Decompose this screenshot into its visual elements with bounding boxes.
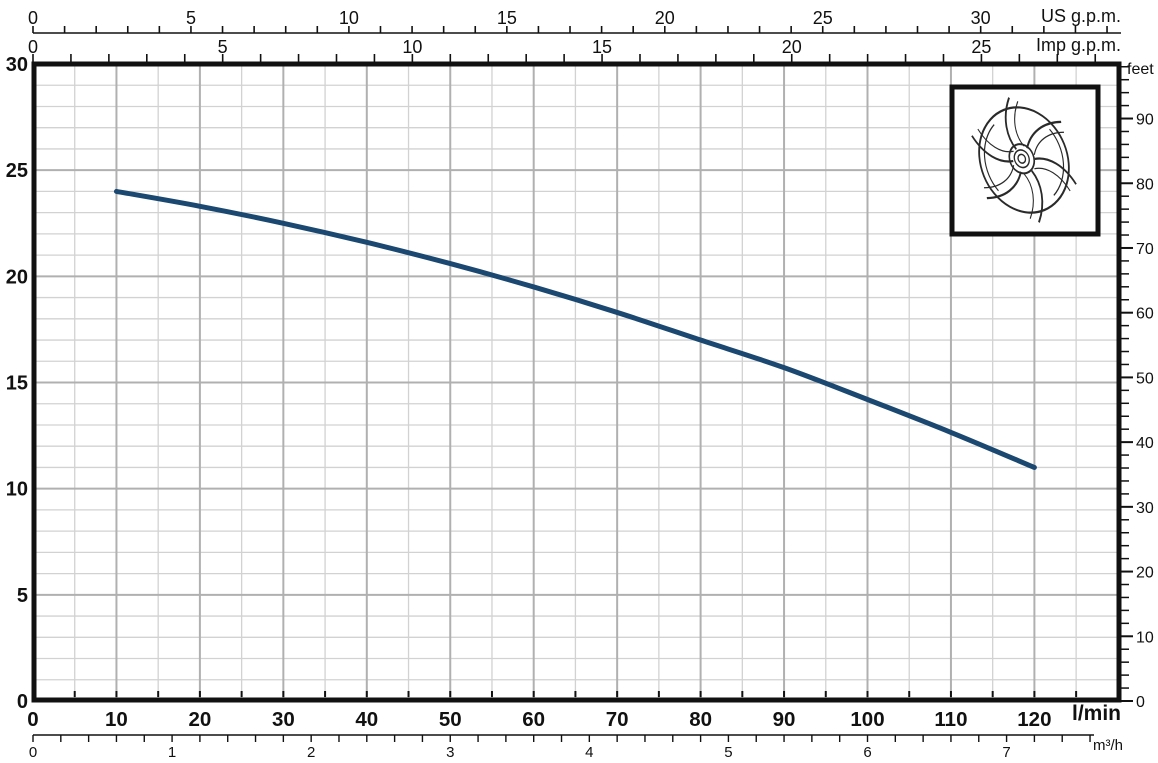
svg-text:3: 3 xyxy=(446,744,454,761)
imp-gpm-axis: 0 5 10 15 20 25 xyxy=(28,37,1097,62)
svg-text:10: 10 xyxy=(1136,629,1154,646)
svg-text:60: 60 xyxy=(1136,306,1154,323)
svg-text:20: 20 xyxy=(655,8,675,28)
svg-text:15: 15 xyxy=(497,8,517,28)
svg-text:7: 7 xyxy=(1002,744,1010,761)
svg-text:20: 20 xyxy=(1136,565,1154,582)
feet-axis: 0 10 20 30 40 50 60 70 80 90 xyxy=(1121,66,1154,711)
svg-text:10: 10 xyxy=(339,8,359,28)
svg-text:25: 25 xyxy=(813,8,833,28)
svg-text:110: 110 xyxy=(934,708,967,731)
meters-axis: 0 5 10 15 20 25 30 xyxy=(6,54,28,713)
lmin-axis-label: l/min xyxy=(1071,702,1121,725)
svg-text:120: 120 xyxy=(1017,708,1051,731)
svg-text:20: 20 xyxy=(782,37,802,57)
svg-text:40: 40 xyxy=(355,708,378,731)
svg-text:90: 90 xyxy=(773,708,796,731)
svg-text:80: 80 xyxy=(1136,176,1154,193)
svg-text:25: 25 xyxy=(971,37,991,57)
svg-text:0: 0 xyxy=(1136,694,1145,711)
svg-text:50: 50 xyxy=(439,708,462,731)
svg-text:15: 15 xyxy=(6,373,28,395)
svg-text:20: 20 xyxy=(6,266,28,288)
plot-border xyxy=(31,61,1122,703)
svg-text:2: 2 xyxy=(307,744,315,761)
svg-text:40: 40 xyxy=(1136,435,1154,452)
svg-text:0: 0 xyxy=(29,744,37,761)
svg-text:5: 5 xyxy=(186,8,196,28)
lmin-inner-ticks xyxy=(73,691,1119,697)
svg-text:30: 30 xyxy=(272,708,295,731)
head-flow-curve xyxy=(113,188,1037,470)
svg-text:5: 5 xyxy=(17,585,28,607)
svg-text:90: 90 xyxy=(1136,112,1154,129)
feet-axis-label: feet xyxy=(1127,61,1154,78)
svg-text:5: 5 xyxy=(724,744,732,761)
svg-text:50: 50 xyxy=(1136,370,1154,387)
svg-text:10: 10 xyxy=(6,479,28,501)
svg-text:15: 15 xyxy=(592,37,612,57)
m3h-axis-label: m³/h xyxy=(1093,737,1123,754)
svg-text:80: 80 xyxy=(689,708,712,731)
grid-major xyxy=(34,64,1119,700)
svg-text:10: 10 xyxy=(105,708,128,731)
m3h-axis: 0 1 2 3 4 5 6 7 xyxy=(29,734,1094,761)
svg-text:70: 70 xyxy=(1136,241,1154,258)
svg-text:0: 0 xyxy=(27,708,38,731)
us-gpm-axis-label: US g.p.m. xyxy=(1040,6,1121,26)
lmin-axis: 0 10 20 30 40 50 60 70 80 90 100 110 120 xyxy=(27,708,1051,731)
svg-text:0: 0 xyxy=(28,8,38,28)
svg-text:1: 1 xyxy=(168,744,176,761)
svg-text:60: 60 xyxy=(522,708,545,731)
svg-text:0: 0 xyxy=(28,37,38,57)
svg-text:6: 6 xyxy=(863,744,871,761)
svg-text:70: 70 xyxy=(606,708,629,731)
svg-text:30: 30 xyxy=(1136,500,1154,517)
svg-text:100: 100 xyxy=(850,708,884,731)
svg-text:10: 10 xyxy=(402,37,422,57)
imp-gpm-axis-label: Imp g.p.m. xyxy=(1035,35,1121,55)
svg-text:0: 0 xyxy=(17,691,28,713)
svg-text:4: 4 xyxy=(585,744,593,761)
us-gpm-axis: 0 5 10 15 20 25 30 xyxy=(28,8,1121,34)
svg-text:25: 25 xyxy=(6,160,28,182)
svg-text:30: 30 xyxy=(6,54,28,76)
svg-text:20: 20 xyxy=(188,708,211,731)
svg-text:30: 30 xyxy=(971,8,991,28)
svg-text:5: 5 xyxy=(218,37,228,57)
impeller-drawing xyxy=(949,84,1101,237)
